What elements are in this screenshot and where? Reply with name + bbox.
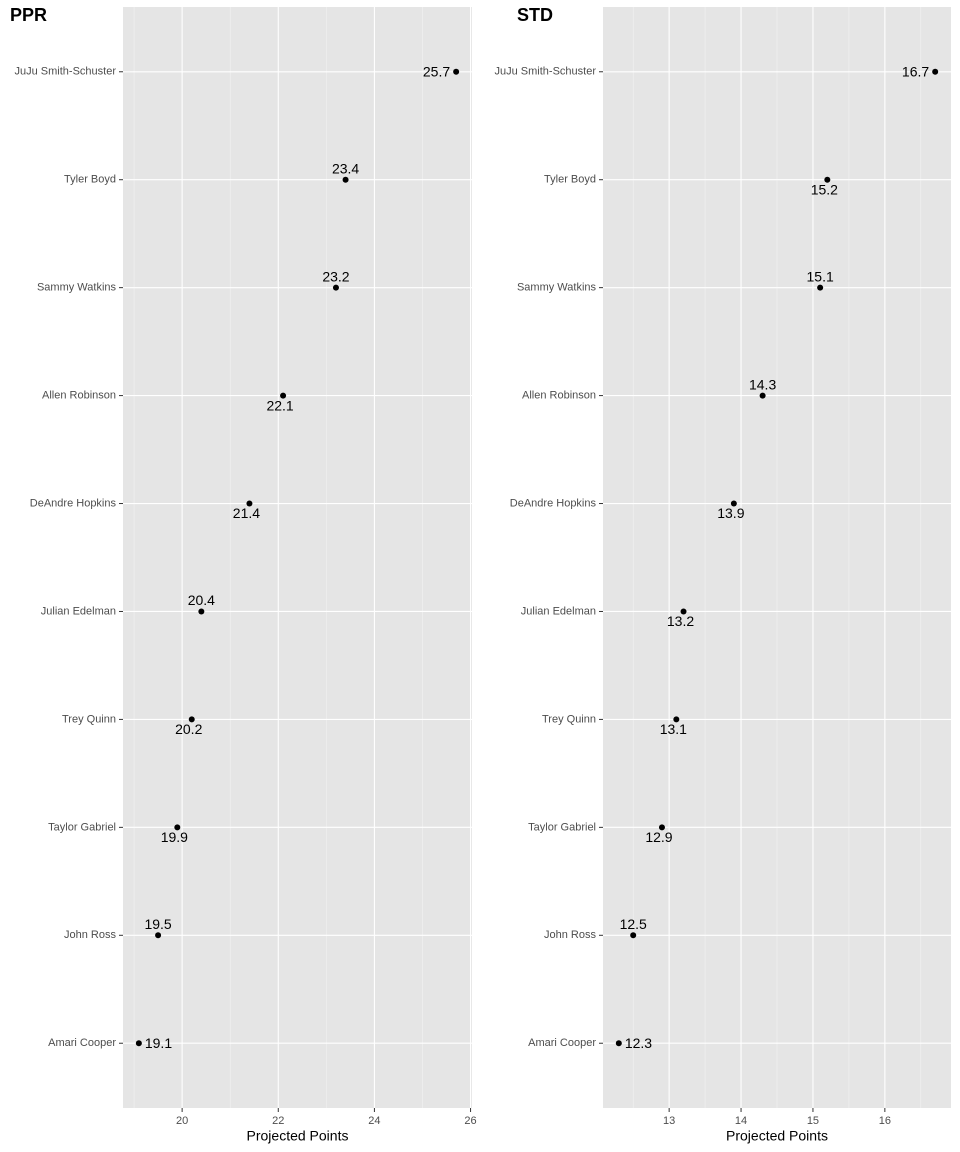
point <box>342 176 349 183</box>
point <box>932 68 939 75</box>
y-tick-label: Amari Cooper <box>48 1037 116 1049</box>
y-tick-label: JuJu Smith-Schuster <box>495 66 597 78</box>
point <box>630 932 637 939</box>
x-tick-label: 22 <box>272 1115 284 1127</box>
value-label: 13.9 <box>717 505 744 521</box>
value-label: 19.5 <box>144 916 171 932</box>
point <box>615 1040 622 1047</box>
point <box>155 932 162 939</box>
y-tick-label: Trey Quinn <box>542 713 596 725</box>
y-tick-label: John Ross <box>544 929 596 941</box>
value-label: 13.2 <box>667 613 694 629</box>
point <box>658 824 665 831</box>
y-tick-label: DeAndre Hopkins <box>30 497 117 509</box>
value-label: 20.2 <box>175 721 202 737</box>
x-tick-label: 15 <box>807 1115 819 1127</box>
x-tick-label: 13 <box>663 1115 675 1127</box>
y-tick-label: Sammy Watkins <box>37 282 117 294</box>
panel-title: PPR <box>10 5 47 25</box>
value-label: 25.7 <box>423 63 450 79</box>
value-label: 15.1 <box>807 268 834 284</box>
value-label: 20.4 <box>188 592 215 608</box>
value-label: 21.4 <box>233 505 260 521</box>
x-tick-label: 20 <box>176 1115 188 1127</box>
x-axis-title: Projected Points <box>726 1128 828 1144</box>
x-tick-label: 26 <box>464 1115 476 1127</box>
y-tick-label: Allen Robinson <box>42 389 116 401</box>
y-tick-label: JuJu Smith-Schuster <box>15 66 117 78</box>
point <box>280 392 287 399</box>
point <box>246 500 253 507</box>
x-tick-label: 14 <box>735 1115 747 1127</box>
point <box>198 608 205 615</box>
panel-title: STD <box>517 5 553 25</box>
y-tick-label: Taylor Gabriel <box>528 821 596 833</box>
y-tick-label: Sammy Watkins <box>517 282 597 294</box>
value-label: 19.9 <box>161 829 188 845</box>
x-tick-label: 24 <box>368 1115 380 1127</box>
value-label: 13.1 <box>660 721 687 737</box>
point <box>824 176 831 183</box>
point <box>673 716 680 723</box>
value-label: 22.1 <box>266 397 293 413</box>
point <box>453 68 460 75</box>
point <box>730 500 737 507</box>
value-label: 19.1 <box>145 1035 172 1051</box>
y-tick-label: DeAndre Hopkins <box>510 497 597 509</box>
point <box>817 284 824 291</box>
y-tick-label: Julian Edelman <box>521 605 596 617</box>
y-tick-label: Julian Edelman <box>41 605 116 617</box>
point <box>759 392 766 399</box>
value-label: 23.4 <box>332 160 359 176</box>
point <box>680 608 687 615</box>
y-tick-label: Trey Quinn <box>62 713 116 725</box>
value-label: 12.3 <box>625 1035 652 1051</box>
value-label: 14.3 <box>749 376 776 392</box>
y-tick-label: Tyler Boyd <box>544 174 596 186</box>
point <box>332 284 339 291</box>
value-label: 12.5 <box>620 916 647 932</box>
value-label: 12.9 <box>645 829 672 845</box>
point <box>174 824 181 831</box>
y-tick-label: Amari Cooper <box>528 1037 596 1049</box>
value-label: 23.2 <box>322 268 349 284</box>
x-tick-label: 16 <box>879 1115 891 1127</box>
point <box>188 716 195 723</box>
y-tick-label: John Ross <box>64 929 116 941</box>
y-tick-label: Allen Robinson <box>522 389 596 401</box>
value-label: 15.2 <box>811 181 838 197</box>
y-tick-label: Tyler Boyd <box>64 174 116 186</box>
y-tick-label: Taylor Gabriel <box>48 821 116 833</box>
point <box>135 1040 142 1047</box>
value-label: 16.7 <box>902 63 929 79</box>
x-axis-title: Projected Points <box>247 1128 349 1144</box>
plot-panel <box>123 7 472 1108</box>
